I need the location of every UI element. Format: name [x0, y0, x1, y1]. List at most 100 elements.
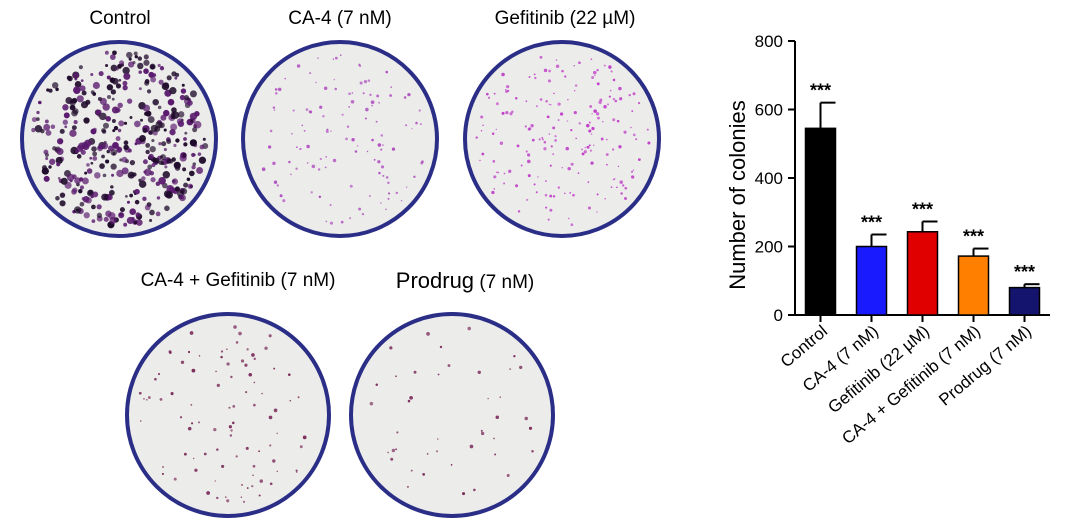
colony-dot — [284, 78, 286, 80]
colony-dot — [273, 109, 276, 111]
panel-label-combo: CA-4 + Gefitinib (7 nM) — [141, 270, 336, 292]
colony-dot — [390, 86, 393, 89]
colony-dot — [596, 82, 600, 86]
colony-dot — [426, 453, 429, 455]
colony-dot — [105, 116, 112, 122]
colony-dot — [162, 82, 170, 89]
colony-dot — [400, 199, 403, 202]
colony-dot — [177, 111, 185, 118]
colony-dot — [531, 138, 535, 142]
colony-dot — [171, 111, 180, 119]
colony-dot — [403, 96, 407, 99]
colony-dot — [600, 137, 604, 141]
bar — [855, 245, 888, 316]
colony-dot — [557, 102, 561, 106]
colony-dot — [387, 181, 390, 185]
colony-dot — [609, 89, 612, 92]
colony-dot — [76, 95, 84, 103]
colony-dot — [220, 350, 224, 353]
colony-dot — [143, 54, 149, 60]
colony-dot — [622, 184, 625, 187]
colony-dot — [144, 204, 151, 211]
colony-dot — [171, 178, 179, 185]
colony-dot — [74, 149, 79, 154]
colony-dot — [83, 212, 90, 219]
colony-dot — [147, 396, 151, 399]
colony-dot — [142, 127, 148, 134]
colony-dot — [628, 94, 631, 97]
colony-dot — [501, 111, 505, 115]
colony-dot — [543, 68, 548, 73]
colony-dot — [426, 332, 430, 336]
colony-dot — [480, 429, 483, 432]
colony-dot — [117, 128, 122, 133]
colony-dot — [356, 145, 359, 147]
colony-dot — [586, 145, 590, 149]
bar — [906, 231, 939, 316]
colony-dot — [346, 125, 350, 128]
colony-dot — [437, 373, 440, 376]
colony-dot — [138, 391, 142, 395]
colony-dot — [103, 216, 109, 222]
colony-dot — [115, 136, 121, 142]
colony-dot — [117, 102, 123, 109]
colony-dot — [506, 473, 510, 477]
colony-dot — [351, 92, 354, 94]
colony-dot — [31, 127, 36, 133]
colony-dot — [138, 70, 142, 74]
colony-dot — [375, 383, 378, 386]
colony-dot — [160, 161, 165, 166]
colony-dot — [273, 180, 278, 184]
colony-dot — [543, 147, 547, 151]
colony-dot — [325, 220, 328, 223]
colony-dot — [63, 112, 70, 119]
colony-dot — [418, 109, 421, 112]
colony-dot — [145, 143, 151, 148]
panel-label-prodrug-main: Prodrug — [395, 268, 475, 293]
colony-dot — [302, 435, 307, 440]
chart-axes: 0 200 400 600 800 — [755, 32, 1050, 325]
colony-dot — [547, 218, 550, 221]
colony-dot — [241, 483, 243, 486]
colony-dot — [233, 325, 237, 329]
colony-dot — [149, 145, 156, 153]
colony-dot — [318, 195, 322, 199]
colony-dot — [83, 117, 90, 124]
colony-dot — [631, 110, 634, 113]
colony-dot — [299, 445, 303, 449]
colonies-ca4 — [261, 54, 424, 225]
colony-dot — [228, 406, 231, 409]
colony-dot — [189, 90, 197, 98]
colony-dot — [146, 399, 148, 401]
colony-dot — [91, 146, 97, 152]
colony-dot — [311, 164, 316, 169]
colony-dot — [162, 466, 164, 468]
colony-dot — [188, 170, 195, 177]
colony-dot — [198, 421, 200, 424]
colony-dot — [73, 120, 78, 125]
colony-dot — [555, 64, 560, 69]
colony-dot — [630, 170, 634, 173]
colony-dot — [267, 145, 272, 149]
colony-dot — [382, 144, 384, 147]
colony-dot — [557, 119, 560, 122]
colony-dot — [226, 362, 230, 366]
colony-dot — [325, 130, 329, 133]
colony-dot — [437, 438, 439, 440]
colony-dot — [74, 177, 81, 184]
colony-dot — [624, 186, 628, 190]
colony-dot — [439, 345, 443, 349]
colony-dot — [142, 196, 147, 202]
colony-dot — [129, 116, 133, 119]
colony-dot — [192, 457, 195, 460]
colony-dot — [577, 172, 580, 174]
colony-dot — [221, 464, 225, 468]
colony-dot — [288, 160, 291, 164]
colony-dot — [273, 367, 276, 370]
colony-dot — [499, 141, 504, 145]
colony-dot — [106, 75, 111, 80]
colony-dot — [134, 142, 138, 146]
colony-dot — [330, 130, 332, 132]
colony-dot — [246, 348, 249, 351]
colony-dot — [586, 123, 590, 128]
